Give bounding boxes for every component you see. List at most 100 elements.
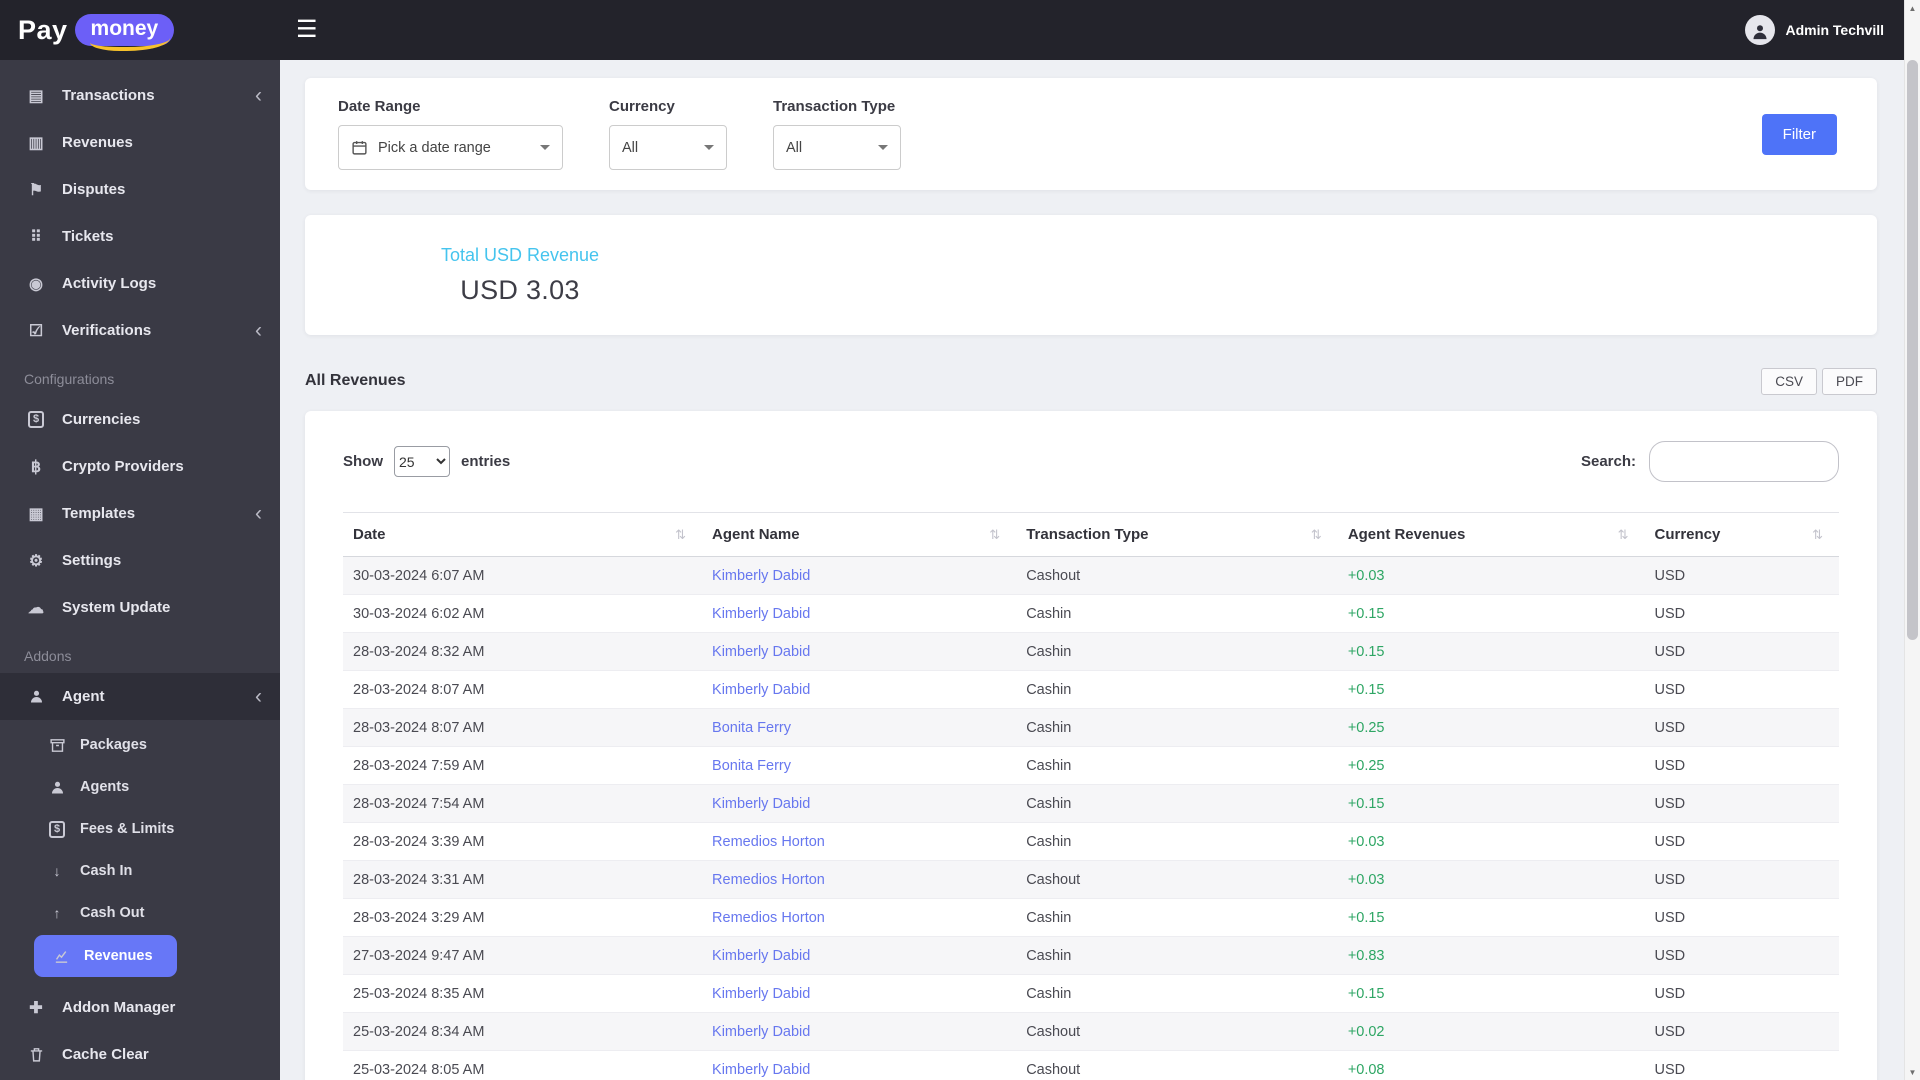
- sidebar-item-activity-logs[interactable]: ◉ Activity Logs: [0, 260, 280, 307]
- page-size-select[interactable]: 25: [394, 446, 450, 477]
- sidebar-item-currencies[interactable]: $ Currencies: [0, 396, 280, 443]
- table-body: 30-03-2024 6:07 AM Kimberly Dabid Cashout +…: [343, 556, 1839, 1080]
- sidebar-item-crypto-providers[interactable]: ฿ Crypto Providers: [0, 443, 280, 490]
- agent-name-link[interactable]: Kimberly Dabid: [712, 1061, 811, 1078]
- scrollbar-thumb[interactable]: [1907, 60, 1918, 640]
- sidebar-section-addons: Addons: [24, 648, 72, 664]
- agent-name-link[interactable]: Kimberly Dabid: [712, 643, 811, 660]
- calendar-icon: [351, 139, 368, 156]
- sidebar-item-settings[interactable]: ⚙ Settings: [0, 537, 280, 584]
- agent-name-link[interactable]: Kimberly Dabid: [712, 795, 811, 812]
- cell-date: 28-03-2024 3:29 AM: [353, 909, 485, 926]
- agent-name-link[interactable]: Kimberly Dabid: [712, 985, 811, 1002]
- scroll-down-arrow-icon[interactable]: ▼: [1908, 1067, 1917, 1077]
- agent-name-link[interactable]: Kimberly Dabid: [712, 947, 811, 964]
- agent-name-link[interactable]: Kimberly Dabid: [712, 567, 811, 584]
- date-range-label: Date Range: [338, 98, 421, 115]
- cell-currency: USD: [1654, 909, 1686, 926]
- table-row: 25-03-2024 8:05 AM Kimberly Dabid Cashout +…: [343, 1051, 1839, 1080]
- agent-name-link[interactable]: Bonita Ferry: [712, 757, 792, 774]
- cell-agent-revenue: +0.15: [1347, 681, 1385, 698]
- date-range-filter-group: Date Range Pick a date range: [338, 98, 563, 170]
- cell-currency: USD: [1654, 1061, 1686, 1078]
- sidebar-item-label: Cache Clear: [62, 1046, 149, 1063]
- column-header-date[interactable]: Date ⇅: [343, 512, 703, 557]
- caret-down-icon: [878, 145, 888, 150]
- cell-transaction-type: Cashin: [1026, 795, 1072, 812]
- pdf-export-button[interactable]: PDF: [1822, 367, 1877, 395]
- sidebar-item-verifications[interactable]: ☑ Verifications ‹: [0, 307, 280, 354]
- sidebar-subitem-cash-in[interactable]: ↓ Cash In: [0, 850, 280, 892]
- sidebar-item-disputes[interactable]: ⚑ Disputes: [0, 166, 280, 213]
- column-header-agent-revenues[interactable]: Agent Revenues ⇅: [1337, 512, 1645, 557]
- cell-agent: Kimberly Dabid: [702, 1051, 1016, 1080]
- sidebar-item-revenues[interactable]: ▥ Revenues: [0, 119, 280, 166]
- sidebar-subitem-label: Cash In: [80, 863, 133, 879]
- agent-name-link[interactable]: Kimberly Dabid: [712, 1023, 811, 1040]
- sidebar-item-templates[interactable]: ▦ Templates ‹: [0, 490, 280, 537]
- transaction-type-select[interactable]: All: [773, 125, 901, 170]
- show-label: Show: [343, 453, 383, 470]
- column-header-currency[interactable]: Currency ⇅: [1644, 512, 1839, 557]
- currency-select[interactable]: All: [609, 125, 727, 170]
- agent-name-link[interactable]: Kimberly Dabid: [712, 681, 811, 698]
- cell-agent: Kimberly Dabid: [702, 671, 1016, 709]
- date-range-picker[interactable]: Pick a date range: [338, 125, 563, 170]
- sidebar-item-tickets[interactable]: ⠿ Tickets: [0, 213, 280, 260]
- column-header-agent-name[interactable]: Agent Name ⇅: [702, 512, 1017, 557]
- agent-name-link[interactable]: Remedios Horton: [712, 871, 825, 888]
- export-buttons: CSV PDF: [1761, 367, 1877, 395]
- vertical-scrollbar[interactable]: ▲ ▼: [1904, 0, 1920, 1080]
- search-input[interactable]: [1649, 441, 1839, 482]
- sidebar-item-transactions[interactable]: ▤ Transactions ‹: [0, 72, 280, 119]
- currency-label: Currency: [609, 98, 675, 115]
- cell-agent: Kimberly Dabid: [702, 557, 1016, 595]
- transaction-type-label: Transaction Type: [773, 98, 896, 115]
- cash-in-icon: ↓: [53, 863, 61, 879]
- package-icon: [46, 737, 68, 754]
- user-menu[interactable]: Admin Techvill: [1745, 15, 1884, 45]
- csv-export-button[interactable]: CSV: [1761, 367, 1817, 395]
- scroll-up-arrow-icon[interactable]: ▲: [1908, 3, 1917, 13]
- sidebar-item-agent[interactable]: Agent ‹: [0, 673, 280, 720]
- sidebar-subitem-agents[interactable]: Agents: [0, 766, 280, 808]
- sidebar-subitem-cash-out[interactable]: ↑ Cash Out: [0, 892, 280, 934]
- table-header-row: Date ⇅ Agent Name ⇅ Transaction Type ⇅ Agent R…: [343, 512, 1839, 557]
- sidebar-item-addon-manager[interactable]: ✚ Addon Manager: [0, 984, 280, 1031]
- cell-currency: USD: [1654, 833, 1686, 850]
- column-header-label: Agent Name: [712, 526, 800, 543]
- sidebar-item-system-update[interactable]: ☁ System Update: [0, 584, 280, 631]
- table-row: 25-03-2024 8:34 AM Kimberly Dabid Cashout +…: [343, 1012, 1839, 1051]
- chevron-left-icon: ‹: [255, 685, 262, 708]
- sidebar-subitem-fees-limits[interactable]: $ Fees & Limits: [0, 808, 280, 850]
- search-label: Search:: [1580, 453, 1636, 470]
- cell-transaction-type: Cashin: [1026, 985, 1072, 1002]
- cell-date: 27-03-2024 9:47 AM: [353, 947, 485, 964]
- agent-name-link[interactable]: Remedios Horton: [712, 833, 825, 850]
- column-header-transaction-type[interactable]: Transaction Type ⇅: [1016, 512, 1338, 557]
- table-controls: Show 25 entries Search:: [343, 441, 1839, 482]
- list-header: All Revenues CSV PDF: [305, 367, 1877, 395]
- cell-agent: Remedios Horton: [702, 861, 1016, 899]
- sidebar-item-cache-clear[interactable]: Cache Clear: [0, 1031, 280, 1078]
- table-row: 30-03-2024 6:07 AM Kimberly Dabid Cashout +…: [343, 556, 1839, 595]
- cell-transaction-type: Cashout: [1026, 871, 1081, 888]
- sidebar-subitem-packages[interactable]: Packages: [0, 724, 280, 766]
- cell-date: 28-03-2024 8:32 AM: [353, 643, 485, 660]
- sidebar-item-label: Tickets: [62, 228, 114, 245]
- sidebar-item-label: Revenues: [62, 134, 133, 151]
- revenues-table: Date ⇅ Agent Name ⇅ Transaction Type ⇅ Agent R…: [343, 512, 1839, 1080]
- hamburger-menu-icon[interactable]: ☰: [288, 14, 326, 46]
- sidebar-subitem-revenues[interactable]: Revenues: [34, 935, 177, 977]
- brand-logo[interactable]: Pay money: [0, 14, 280, 51]
- sidebar-item-label: Currencies: [62, 411, 141, 428]
- dots-icon: ⠿: [30, 228, 42, 246]
- agent-name-link[interactable]: Kimberly Dabid: [712, 605, 811, 622]
- filter-button[interactable]: Filter: [1761, 113, 1837, 155]
- agent-name-link[interactable]: Remedios Horton: [712, 909, 825, 926]
- table-row: 28-03-2024 8:07 AM Kimberly Dabid Cashin +0…: [343, 671, 1839, 709]
- cell-agent-revenue: +0.02: [1347, 1023, 1385, 1040]
- agent-name-link[interactable]: Bonita Ferry: [712, 719, 792, 736]
- cell-date: 28-03-2024 7:59 AM: [353, 757, 485, 774]
